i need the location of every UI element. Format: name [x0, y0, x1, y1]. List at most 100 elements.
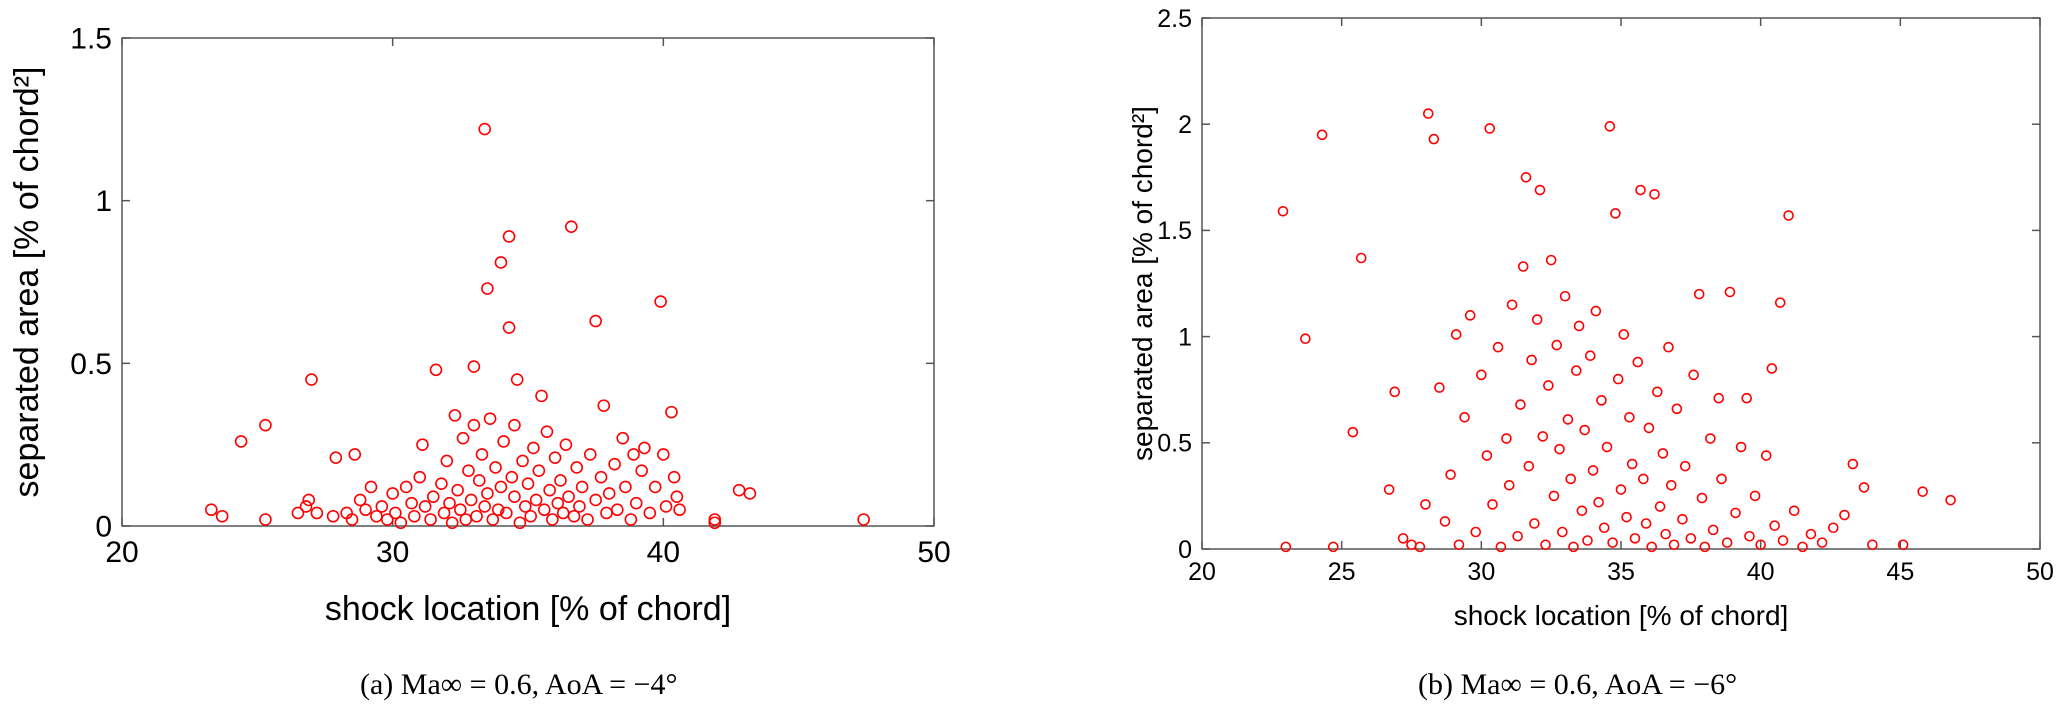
scatter-point [600, 506, 613, 520]
scatter-point [667, 470, 681, 484]
x-tick-label: 45 [1886, 558, 1914, 586]
scatter-point [1316, 129, 1328, 141]
scatter-point [1280, 541, 1292, 553]
scatter-point [554, 474, 567, 487]
scatter-point [1646, 541, 1658, 553]
scatter-point [611, 503, 624, 517]
x-tick-label: 35 [1607, 558, 1635, 586]
scatter-point [1531, 314, 1543, 325]
scatter-point [1347, 426, 1359, 438]
scatter-point [1632, 356, 1644, 368]
scatter-point [394, 516, 408, 530]
scatter-point [1593, 496, 1604, 508]
scatter-point [575, 480, 589, 494]
scatter-point [1839, 509, 1850, 521]
scatter-point [1707, 524, 1719, 536]
caption-b: (b) Ma∞ = 0.6, AoA = −6° [1418, 668, 1738, 701]
scatter-point [1610, 208, 1621, 219]
scatter-point [643, 506, 657, 520]
scatter-point [1783, 210, 1794, 221]
scatter-point [654, 295, 667, 308]
scatter-chart-b: 20 25 30 35 40 45 50 0 0.5 1 1.5 2 2.5 shock location… [1120, 0, 2067, 712]
scatter-point [573, 500, 586, 513]
scatter-point [559, 438, 573, 451]
scatter-point [1615, 484, 1627, 495]
scatter-point [1730, 507, 1741, 519]
scatter-point [459, 513, 473, 526]
scatter-point [1459, 412, 1470, 423]
x-tick-label: 30 [1467, 558, 1495, 586]
scatter-point [1688, 369, 1699, 381]
scatter-point [489, 461, 502, 474]
scatter-point [1422, 108, 1434, 119]
scatter-point [1512, 530, 1523, 542]
scatter-point [743, 487, 757, 500]
scatter-point [1515, 399, 1526, 410]
y-tick-label: 0 [95, 511, 112, 544]
plot-frame [1201, 17, 2041, 550]
scatter-point [1277, 205, 1289, 217]
scatter-point [1470, 526, 1482, 538]
scatter-chart-a: 20 30 40 50 0 0.5 1 1.5 shock location [% of cho… [8, 23, 951, 629]
scatter-point [1867, 539, 1878, 551]
scatter-point [456, 431, 470, 445]
scatter-point [508, 418, 521, 432]
scatter-point [405, 496, 418, 510]
scatter-point [329, 451, 343, 464]
scatter-point [1568, 541, 1579, 553]
scatter-point [413, 470, 427, 484]
scatter-point [594, 470, 608, 484]
scatter-point [1635, 184, 1646, 196]
scatter-point [494, 480, 508, 494]
scatter-point [1565, 473, 1577, 485]
scatter-point [380, 513, 394, 526]
scatter-point [491, 503, 505, 517]
scatter-point [602, 487, 616, 500]
scatter-point [475, 448, 489, 461]
scatter-point [659, 500, 673, 513]
scatter-point [1607, 537, 1618, 548]
scatter-point [1652, 386, 1663, 398]
scatter-point [1679, 460, 1691, 472]
scatter-point [291, 506, 305, 520]
scatter-point [1476, 369, 1487, 381]
scatter-point [1596, 395, 1607, 406]
scatter-point [1917, 486, 1928, 497]
scatter-point [1797, 541, 1808, 553]
scatter-point [1543, 380, 1554, 391]
scatter-point [1584, 350, 1596, 362]
scatter-point [426, 490, 440, 504]
scatter-point [234, 435, 248, 448]
scatter-point [429, 363, 443, 377]
scatter-point [1621, 511, 1632, 523]
scatter-point [1551, 339, 1563, 351]
scatter-point [1582, 535, 1593, 546]
scatter-point [546, 513, 559, 526]
scatter-point [1724, 286, 1736, 298]
scatter-point [1654, 501, 1666, 512]
scatter-point [451, 483, 464, 497]
scatter-point [627, 448, 640, 461]
scatter-point [1414, 541, 1426, 553]
scatter-point [516, 454, 529, 468]
scatter-point [1501, 433, 1512, 444]
scatter-point [1755, 539, 1766, 551]
scatter-point [1749, 490, 1761, 502]
x-tick-label: 40 [647, 536, 680, 569]
scatter-point [1492, 341, 1504, 353]
scatter-point [1612, 373, 1624, 385]
scatter-point [708, 513, 722, 526]
scatter-point [629, 496, 643, 510]
scatter-point [1626, 458, 1638, 470]
scatter-point [708, 516, 722, 530]
scatter-point [518, 500, 532, 513]
scatter-point [497, 435, 510, 448]
scatter-point [215, 509, 229, 523]
scatter-point [589, 314, 602, 328]
scatter-point [1699, 541, 1711, 553]
scatter-point [505, 470, 519, 484]
scatter-point [1858, 482, 1870, 493]
scatter-point [1624, 412, 1635, 423]
scatter-point [1562, 414, 1574, 425]
scatter-point [310, 506, 324, 520]
